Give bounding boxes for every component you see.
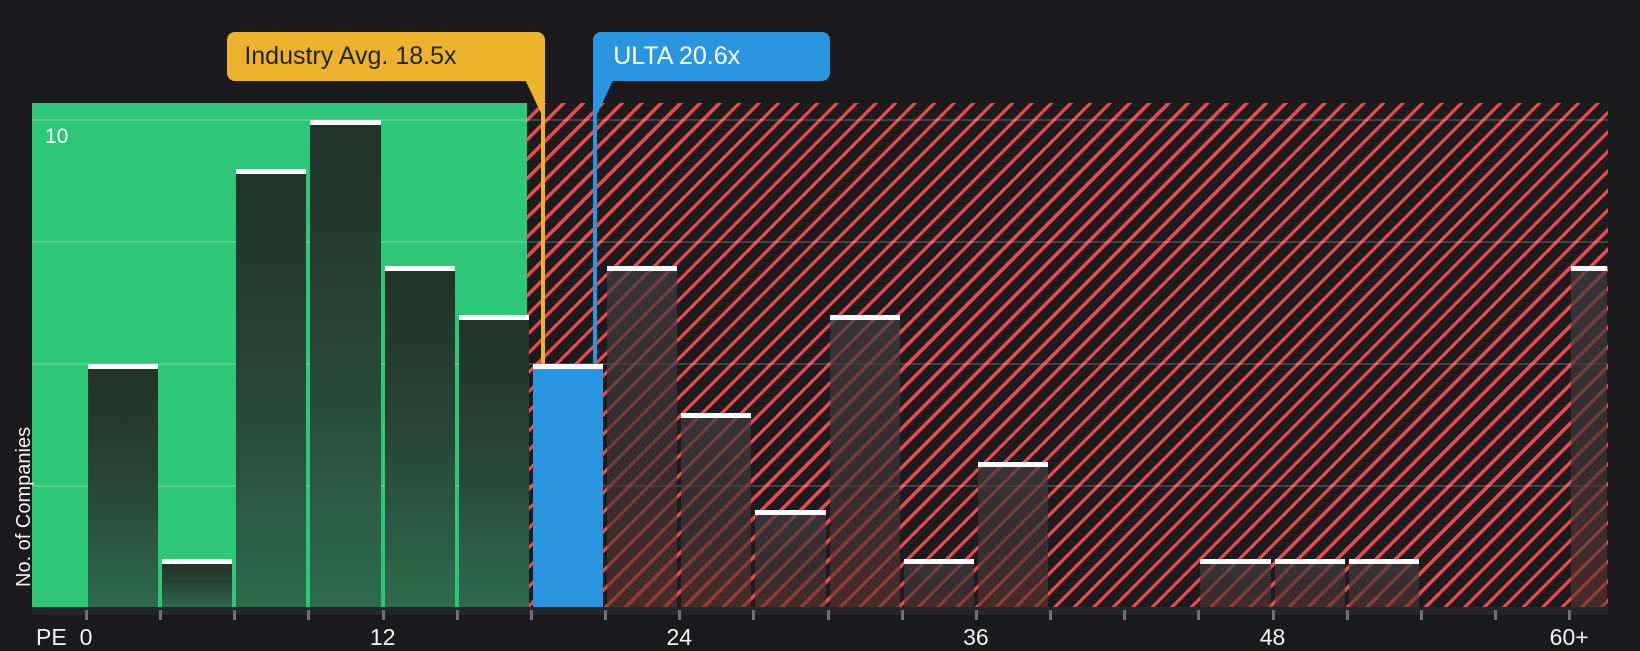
x-tick-3 [159,610,163,620]
x-tick-30 [826,610,830,620]
gridline-5 [32,363,1608,365]
x-tick-6 [233,610,237,620]
x-tick-24 [678,610,682,620]
gridline-7.5 [32,241,1608,243]
industry-avg-marker-line [541,81,546,364]
ulta-label: ULTA 20.6x [613,42,741,70]
x-tick-21 [604,610,608,620]
histogram-bar-0-3[interactable] [88,364,159,608]
x-tick-51 [1345,610,1349,620]
histogram-bar-9-12[interactable] [310,120,381,608]
histogram-bar-18-21-ulta[interactable] [532,364,604,608]
x-tick-36 [974,610,978,620]
x-tick-54 [1419,610,1423,620]
histogram-bar-24-27[interactable] [681,412,752,608]
x-tick-label-24: 24 [666,624,693,650]
x-tick-label-48: 48 [1259,624,1286,650]
x-tick-0 [85,610,88,620]
x-tick-45 [1197,610,1201,620]
ulta-marker-line [593,81,598,364]
x-tick-label-12: 12 [369,624,396,650]
x-tick-57 [1494,610,1498,620]
x-tick-42 [1123,610,1127,620]
histogram-bar-21-24[interactable] [607,266,678,608]
x-tick-12 [381,610,385,620]
y-axis-title: No. of Companies [13,426,35,587]
x-tick-18 [529,610,533,620]
histogram-bar-45-48[interactable] [1200,559,1271,608]
histogram-bar-48-51[interactable] [1274,559,1345,608]
histogram-bar-33-36[interactable] [903,559,974,608]
x-tick-label-0: 0 [79,624,93,650]
x-tick-39 [1049,610,1053,620]
histogram-bar-51-54[interactable] [1348,559,1419,608]
ulta-callout: ULTA 20.6x [593,32,831,81]
histogram-bar-3-6[interactable] [162,559,233,608]
x-tick-9 [307,610,311,620]
gridline-10 [32,119,1608,121]
gridline-2.5 [32,485,1608,487]
x-axis-line [32,607,1608,615]
x-tick-48 [1271,610,1275,620]
x-tick-33 [900,610,904,620]
histogram-bar-36-39[interactable] [977,461,1049,608]
x-tick-label-60+: 60+ [1549,624,1589,650]
y-max-tick-label: 10 [45,125,69,148]
plot-area: 10 [32,103,1608,608]
x-tick-60 [1568,610,1572,620]
histogram-bar-27-30[interactable] [755,510,826,608]
x-tick-27 [752,610,756,620]
x-tick-15 [455,610,459,620]
x-tick-label-36: 36 [963,624,989,650]
histogram-bar-30-33[interactable] [829,315,900,608]
histogram-bar-15-18[interactable] [458,315,529,608]
histogram-bar-12-15[interactable] [384,266,455,608]
histogram-bar-60-60+[interactable] [1571,266,1607,608]
x-axis-title: PE [36,624,67,650]
industry-avg-callout: Industry Avg. 18.5x [227,32,546,81]
industry-avg-label: Industry Avg. 18.5x [244,42,457,70]
histogram-bar-6-9[interactable] [236,168,307,608]
